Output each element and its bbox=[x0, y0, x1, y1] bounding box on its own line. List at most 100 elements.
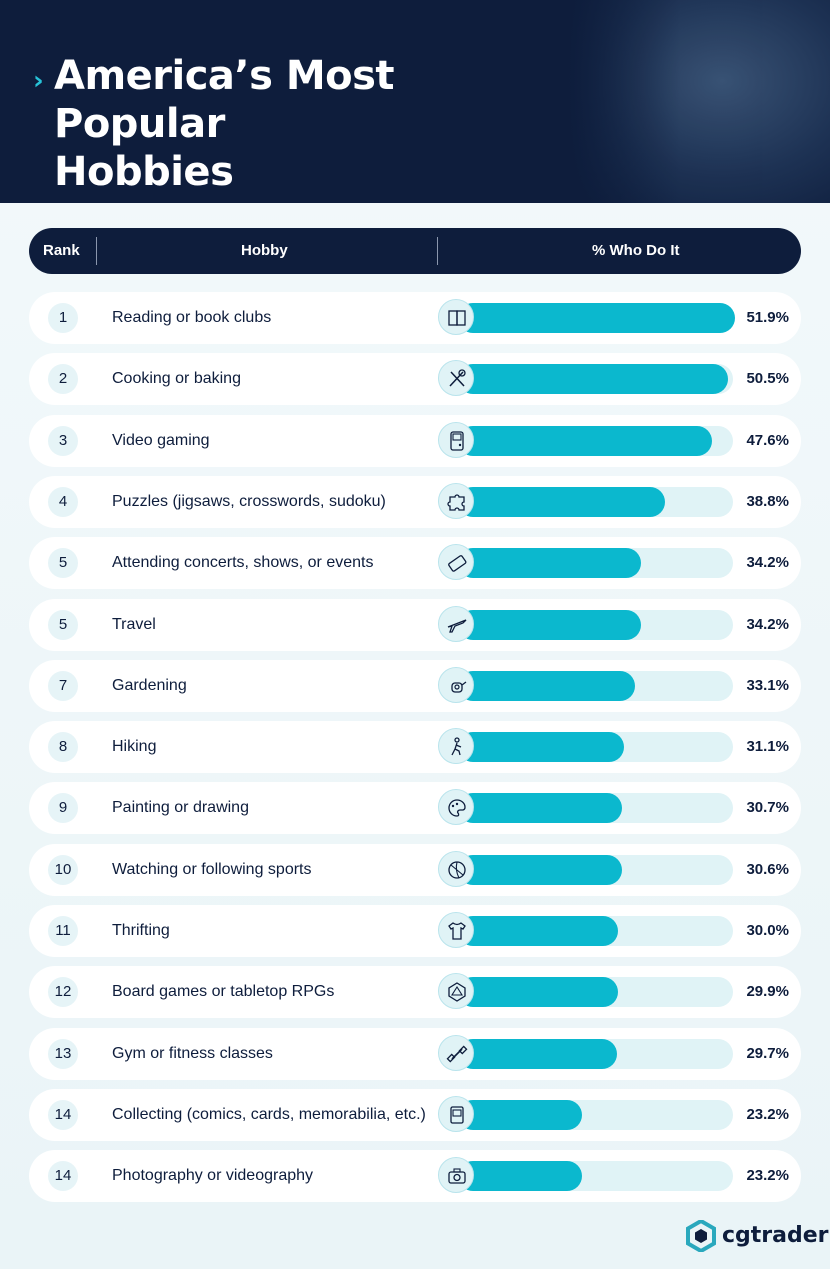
bar-fill bbox=[458, 303, 735, 333]
bar-fill bbox=[458, 793, 622, 823]
rank-badge: 2 bbox=[48, 364, 78, 394]
brand-name: cgtrader bbox=[722, 1223, 829, 1248]
bar-value-label: 30.0% bbox=[746, 922, 789, 939]
bar-fill bbox=[458, 426, 712, 456]
bar-value-label: 34.2% bbox=[746, 616, 789, 633]
ticket-icon bbox=[438, 544, 474, 580]
bar-value-label: 34.2% bbox=[746, 554, 789, 571]
hiker-icon bbox=[438, 728, 474, 764]
dumbbell-icon bbox=[438, 1035, 474, 1071]
shirt-tag-icon bbox=[438, 912, 474, 948]
book-icon bbox=[438, 299, 474, 335]
bar-fill bbox=[458, 855, 622, 885]
chart-row: 5 Attending concerts, shows, or events 34.… bbox=[29, 537, 801, 589]
rank-badge: 5 bbox=[48, 548, 78, 578]
bar-fill bbox=[458, 364, 728, 394]
hobby-label: Thrifting bbox=[112, 922, 170, 939]
rank-badge: 10 bbox=[48, 855, 78, 885]
bar-fill bbox=[458, 1161, 582, 1191]
column-header-hobby: Hobby bbox=[241, 242, 288, 259]
hobby-label: Video gaming bbox=[112, 432, 210, 449]
hobby-label: Gardening bbox=[112, 677, 187, 694]
column-divider bbox=[96, 237, 97, 265]
column-header-rank: Rank bbox=[43, 242, 80, 259]
header-photo-woman-reading bbox=[560, 0, 830, 203]
hobby-label: Puzzles (jigsaws, crosswords, sudoku) bbox=[112, 493, 386, 510]
bar-value-label: 50.5% bbox=[746, 370, 789, 387]
hobby-label: Travel bbox=[112, 616, 156, 633]
bar-fill bbox=[458, 732, 624, 762]
bar-value-label: 51.9% bbox=[746, 309, 789, 326]
chart-row: 5 Travel 34.2% bbox=[29, 599, 801, 651]
chart-row: 8 Hiking 31.1% bbox=[29, 721, 801, 773]
chart-row: 10 Watching or following sports 30.6% bbox=[29, 844, 801, 896]
bar-value-label: 29.7% bbox=[746, 1045, 789, 1062]
hobby-label: Board games or tabletop RPGs bbox=[112, 983, 335, 1000]
chart-row: 14 Collecting (comics, cards, memorabilia… bbox=[29, 1089, 801, 1141]
rank-badge: 14 bbox=[48, 1161, 78, 1191]
rank-badge: 3 bbox=[48, 426, 78, 456]
bar-fill bbox=[458, 610, 641, 640]
hobby-label: Cooking or baking bbox=[112, 370, 241, 387]
palette-icon bbox=[438, 789, 474, 825]
rank-badge: 12 bbox=[48, 977, 78, 1007]
column-header-bar: Rank Hobby % Who Do It bbox=[29, 228, 801, 274]
column-header-pct: % Who Do It bbox=[592, 242, 680, 259]
rank-badge: 11 bbox=[48, 916, 78, 946]
column-divider bbox=[437, 237, 438, 265]
rank-badge: 14 bbox=[48, 1100, 78, 1130]
utensils-icon bbox=[438, 360, 474, 396]
rank-badge: 8 bbox=[48, 732, 78, 762]
rank-badge: 9 bbox=[48, 793, 78, 823]
chart-row: 14 Photography or videography 23.2% bbox=[29, 1150, 801, 1202]
bar-value-label: 23.2% bbox=[746, 1167, 789, 1184]
watering-can-icon bbox=[438, 667, 474, 703]
d20-dice-icon bbox=[438, 973, 474, 1009]
hobby-label: Hiking bbox=[112, 738, 157, 755]
bar-fill bbox=[458, 671, 635, 701]
bar-value-label: 30.7% bbox=[746, 799, 789, 816]
bar-fill bbox=[458, 548, 641, 578]
camera-icon bbox=[438, 1157, 474, 1193]
chart-row: 9 Painting or drawing 30.7% bbox=[29, 782, 801, 834]
bar-value-label: 31.1% bbox=[746, 738, 789, 755]
cgtrader-logo-icon bbox=[686, 1218, 716, 1254]
rank-badge: 5 bbox=[48, 610, 78, 640]
chevron-right-icon: › bbox=[33, 66, 44, 96]
bar-value-label: 47.6% bbox=[746, 432, 789, 449]
title-line-2: Hobbies bbox=[54, 149, 234, 195]
title-line-1: America’s Most Popular bbox=[54, 53, 395, 147]
chart-row: 13 Gym or fitness classes 29.7% bbox=[29, 1028, 801, 1080]
brand-logo: cgtrader bbox=[686, 1218, 829, 1254]
trading-card-icon bbox=[438, 1096, 474, 1132]
puzzle-icon bbox=[438, 483, 474, 519]
hobby-label: Gym or fitness classes bbox=[112, 1045, 273, 1062]
bar-value-label: 30.6% bbox=[746, 861, 789, 878]
hobby-label: Watching or following sports bbox=[112, 861, 312, 878]
bar-fill bbox=[458, 916, 618, 946]
hobby-label: Collecting (comics, cards, memorabilia, … bbox=[112, 1106, 426, 1123]
chart-row: 7 Gardening 33.1% bbox=[29, 660, 801, 712]
sports-ball-icon bbox=[438, 851, 474, 887]
bar-value-label: 29.9% bbox=[746, 983, 789, 1000]
hobby-label: Attending concerts, shows, or events bbox=[112, 554, 374, 571]
chart-row: 4 Puzzles (jigsaws, crosswords, sudoku) 38… bbox=[29, 476, 801, 528]
hobby-label: Photography or videography bbox=[112, 1167, 314, 1184]
chart-row: 2 Cooking or baking 50.5% bbox=[29, 353, 801, 405]
airplane-icon bbox=[438, 606, 474, 642]
chart-row: 12 Board games or tabletop RPGs 29.9% bbox=[29, 966, 801, 1018]
bar-fill bbox=[458, 1100, 582, 1130]
bar-fill bbox=[458, 487, 665, 517]
chart-row: 1 Reading or book clubs 51.9% bbox=[29, 292, 801, 344]
bar-fill bbox=[458, 977, 618, 1007]
gameboy-icon bbox=[438, 422, 474, 458]
hobby-label: Reading or book clubs bbox=[112, 309, 272, 326]
rank-badge: 1 bbox=[48, 303, 78, 333]
page-title: America’s Most Popular Hobbies bbox=[54, 52, 554, 196]
rank-badge: 7 bbox=[48, 671, 78, 701]
bar-value-label: 23.2% bbox=[746, 1106, 789, 1123]
chart-row: 11 Thrifting 30.0% bbox=[29, 905, 801, 957]
bar-value-label: 38.8% bbox=[746, 493, 789, 510]
hobby-label: Painting or drawing bbox=[112, 799, 249, 816]
rank-badge: 13 bbox=[48, 1039, 78, 1069]
